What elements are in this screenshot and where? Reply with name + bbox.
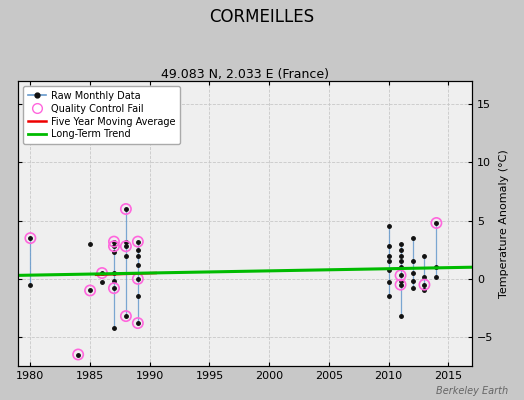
Point (122, 313, 130, 319)
Point (432, 220, 441, 226)
Point (110, 238, 118, 245)
Title: 49.083 N, 2.033 E (France): 49.083 N, 2.033 E (France) (161, 68, 329, 81)
Point (122, 243, 130, 250)
Point (86, 287, 94, 294)
Text: CORMEILLES: CORMEILLES (210, 8, 314, 26)
Point (396, 282, 405, 288)
Point (98, 270, 106, 276)
Point (134, 238, 142, 245)
Point (122, 206, 130, 212)
Point (134, 276, 142, 282)
Y-axis label: Temperature Anomaly (°C): Temperature Anomaly (°C) (499, 149, 509, 298)
Legend: Raw Monthly Data, Quality Control Fail, Five Year Moving Average, Long-Term Tren: Raw Monthly Data, Quality Control Fail, … (23, 86, 180, 144)
Point (396, 272, 405, 278)
Point (134, 320, 142, 326)
Point (110, 285, 118, 291)
Point (26, 235, 35, 241)
Text: Berkeley Earth: Berkeley Earth (436, 386, 508, 396)
Point (110, 243, 118, 250)
Point (74, 351, 82, 358)
Point (420, 282, 429, 288)
